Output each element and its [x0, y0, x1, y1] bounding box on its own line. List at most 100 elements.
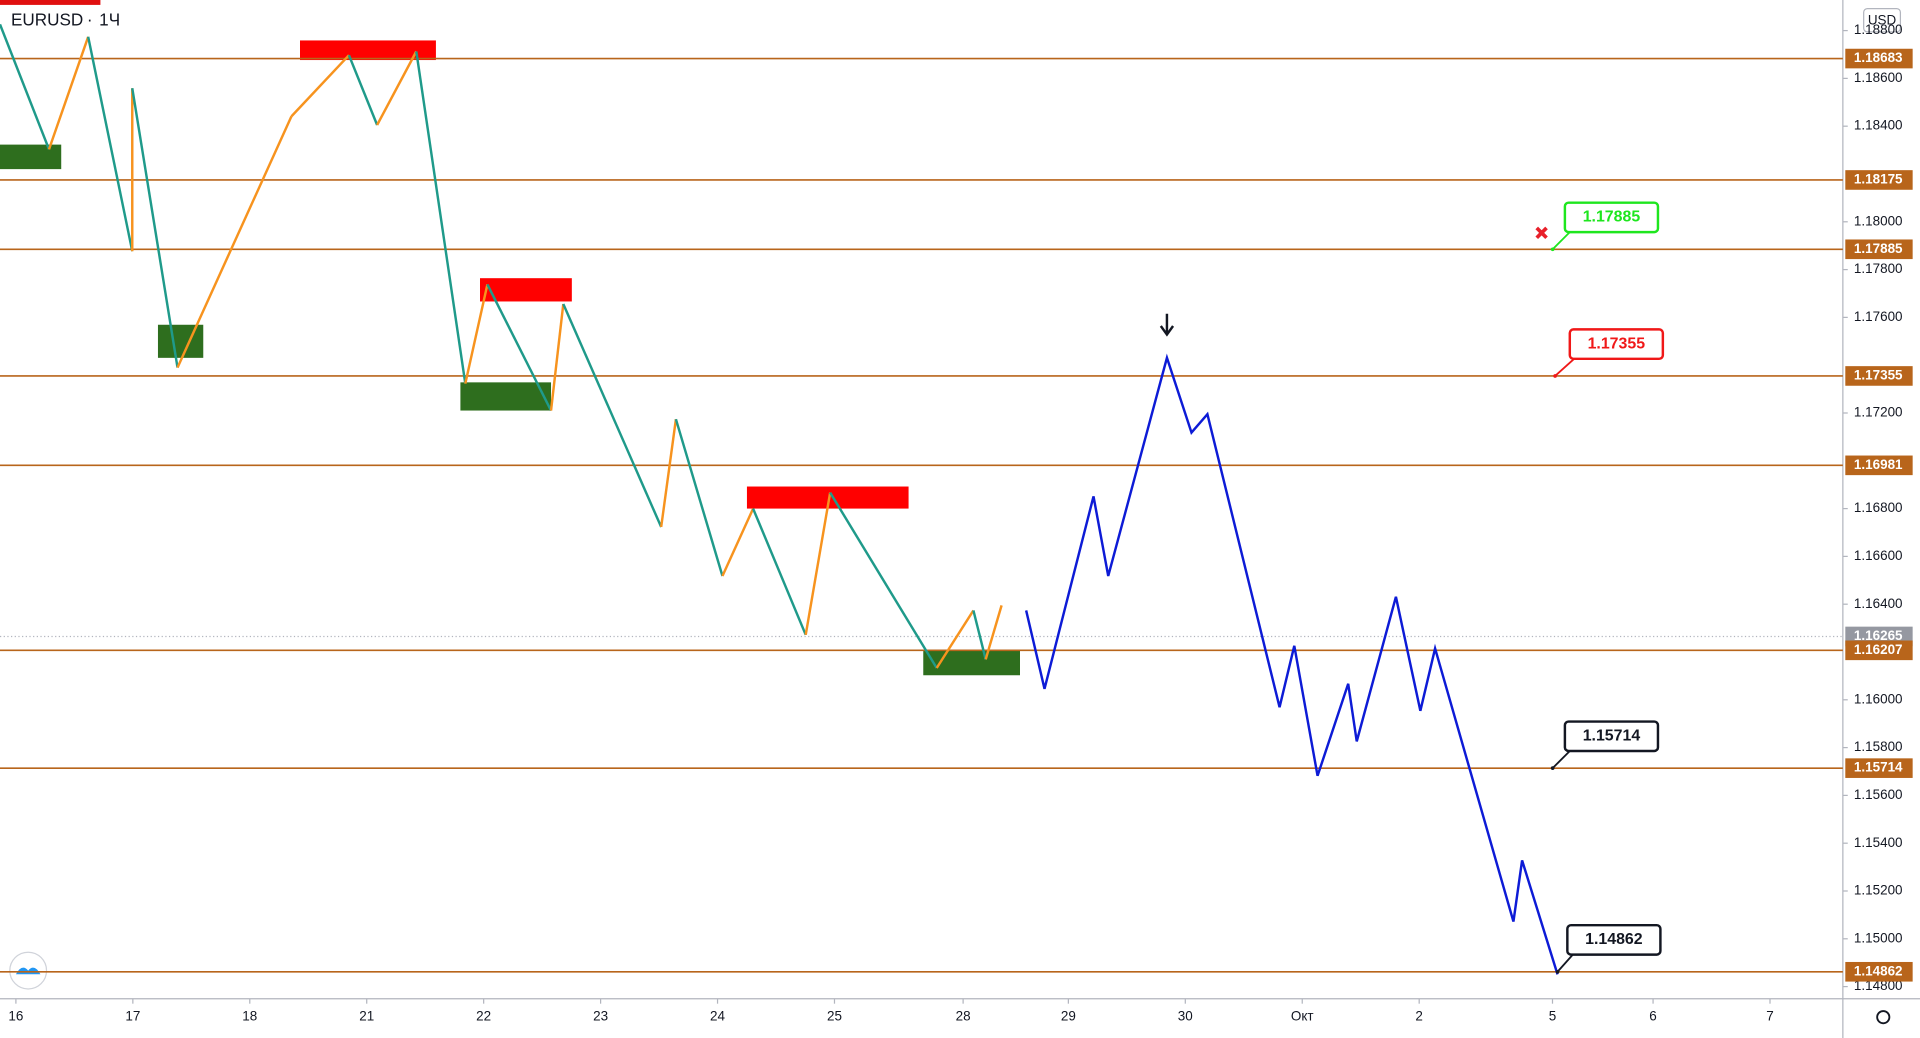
y-tick-label: 1.16400 — [1854, 596, 1903, 611]
zigzag-segment — [464, 284, 489, 384]
y-tick-label: 1.15400 — [1854, 835, 1903, 850]
zigzag-segment — [721, 508, 755, 577]
level-box — [1845, 961, 1913, 982]
zigzag-segment — [86, 36, 134, 252]
zigzag-segment — [290, 54, 350, 118]
zigzag-segment — [131, 87, 179, 368]
level-label: 1.16981 — [1854, 457, 1903, 472]
zigzag-segment — [674, 418, 724, 577]
y-tick-label: 1.17800 — [1854, 261, 1903, 276]
callout-box — [1563, 720, 1660, 753]
zigzag-segment — [984, 605, 1003, 660]
x-tick-label: 25 — [827, 1009, 842, 1024]
y-tick-label: 1.16000 — [1854, 691, 1903, 706]
x-tick-label: 24 — [710, 1009, 725, 1024]
x-tick-label: 28 — [956, 1009, 971, 1024]
x-tick-label: 29 — [1061, 1009, 1076, 1024]
x-tick-label: 2 — [1415, 1009, 1422, 1024]
level-label: 1.16207 — [1854, 642, 1903, 657]
logo-mark — [15, 967, 41, 975]
callout-anchor — [1553, 374, 1557, 378]
x-tick-label: 7 — [1766, 1009, 1773, 1024]
x-tick-label: 18 — [242, 1009, 257, 1024]
zigzag-segment — [935, 609, 975, 669]
zigzag-segment — [176, 115, 293, 369]
y-tick-label: 1.16600 — [1854, 548, 1903, 563]
x-tick-label: 30 — [1178, 1009, 1193, 1024]
y-tick-label: 1.15000 — [1854, 930, 1903, 945]
callout-label: 1.17355 — [1588, 335, 1646, 352]
x-tick-label: 6 — [1649, 1009, 1656, 1024]
level-label: 1.15714 — [1854, 760, 1903, 775]
demand-zone — [157, 324, 204, 358]
currency: USD — [1868, 12, 1897, 27]
symbol: EURUSD — [11, 9, 83, 29]
level-label: 1.18175 — [1854, 172, 1903, 187]
supply-zone — [746, 486, 909, 509]
callout-label: 1.15714 — [1583, 727, 1641, 744]
zigzag-segment — [829, 491, 938, 669]
x-tick-label: 16 — [8, 1009, 23, 1024]
currency-box[interactable] — [1863, 7, 1902, 33]
level-box — [1845, 640, 1913, 661]
zones — [0, 40, 1020, 676]
level-label: 1.17885 — [1854, 241, 1903, 256]
y-tick-label: 1.18600 — [1854, 70, 1903, 85]
demand-zone — [460, 382, 552, 411]
x-tick-label: 22 — [476, 1009, 491, 1024]
y-tick-label: 1.18400 — [1854, 118, 1903, 133]
x-tick-label: 23 — [593, 1009, 608, 1024]
callout-label: 1.14862 — [1585, 931, 1643, 948]
level-label: 1.18683 — [1854, 50, 1903, 65]
y-tick-label: 1.17200 — [1854, 405, 1903, 420]
cancel-mark — [1535, 226, 1548, 240]
y-tick-label: 1.16800 — [1854, 500, 1903, 515]
zigzag-segment — [47, 36, 90, 150]
forecast-line — [1024, 353, 1559, 975]
zigzag-segment — [659, 419, 678, 528]
level-box — [1845, 170, 1913, 190]
level-box — [1845, 455, 1913, 476]
y-tick-label: 1.14800 — [1854, 978, 1903, 993]
interval: 1Ч — [99, 9, 120, 29]
callout-box — [1563, 201, 1660, 234]
supply-zone — [300, 40, 436, 61]
zigzag-segment — [549, 303, 565, 411]
last-price-label: 1.16265 — [1854, 628, 1903, 643]
zigzag-segment — [486, 283, 553, 412]
level-label: 1.14862 — [1854, 963, 1903, 978]
y-tick-label: 1.15600 — [1854, 787, 1903, 802]
level-box — [1845, 366, 1913, 386]
callout-anchor — [1550, 766, 1555, 770]
demand-zone — [0, 144, 62, 170]
y-tick-label: 1.18800 — [1854, 22, 1903, 37]
x-tick-label: 5 — [1549, 1009, 1556, 1024]
demand-zone — [923, 650, 1020, 676]
y-tick-label: 1.15200 — [1854, 883, 1903, 898]
level-box — [1845, 239, 1913, 260]
level-box — [1845, 758, 1913, 778]
header-accent — [0, 0, 101, 5]
x-tick-label: 21 — [359, 1009, 374, 1024]
settings[interactable] — [1876, 1010, 1891, 1025]
zigzag-segment — [0, 23, 51, 150]
zigzag-segment — [751, 508, 807, 636]
x-tick-label: Окт — [1291, 1009, 1314, 1024]
callout-box — [1566, 923, 1662, 956]
supply-zone — [480, 278, 572, 302]
y-tick-label: 1.18000 — [1854, 213, 1903, 228]
y-tick-label: 1.15800 — [1854, 739, 1903, 754]
zigzag-segment — [415, 51, 467, 384]
arrow-down — [1159, 313, 1175, 337]
callout-anchor — [1555, 969, 1560, 974]
zigzag-segment — [804, 492, 832, 635]
level-label: 1.17355 — [1854, 368, 1903, 383]
separator: · — [87, 9, 93, 29]
callout-anchor — [1550, 247, 1555, 252]
zigzag-segment — [376, 50, 418, 126]
x-tick-label: 17 — [125, 1009, 140, 1024]
y-tick-label: 1.17600 — [1854, 309, 1903, 324]
callout-label: 1.17885 — [1583, 209, 1641, 226]
level-box — [1845, 48, 1913, 69]
